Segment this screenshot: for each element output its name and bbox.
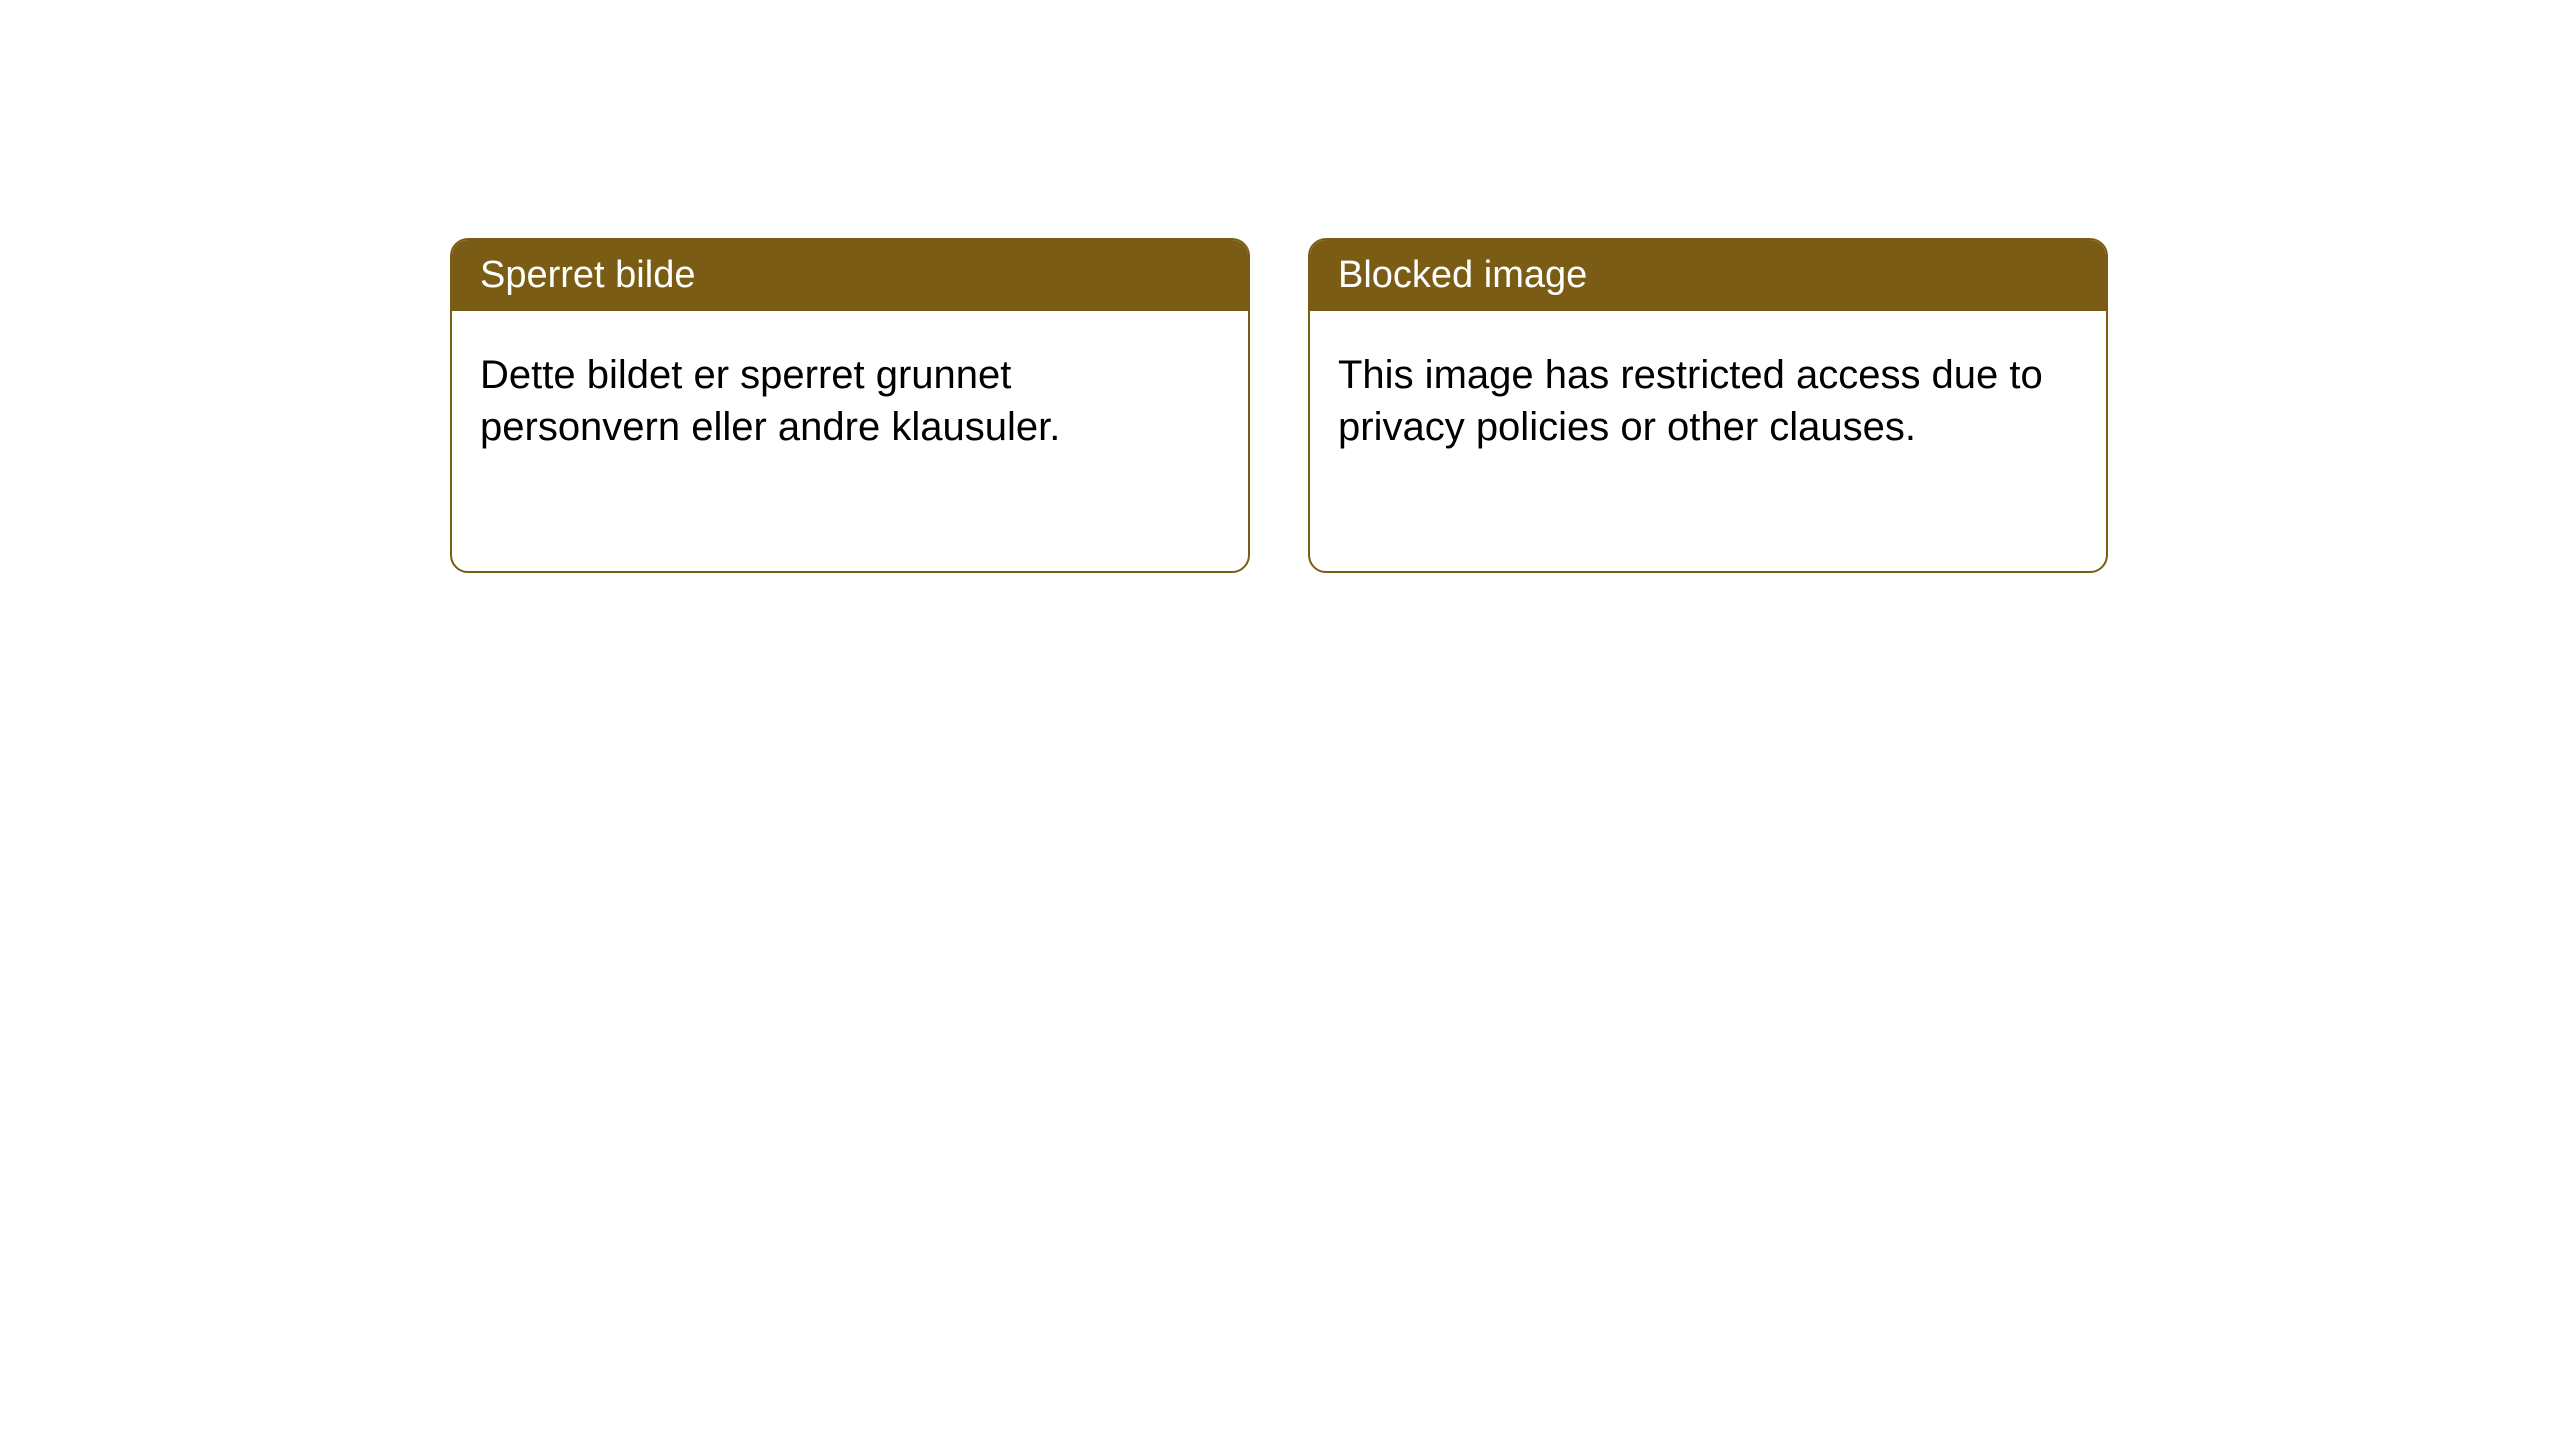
card-body-text-norwegian: Dette bildet er sperret grunnet personve… [480,353,1060,449]
card-header-english: Blocked image [1310,240,2106,311]
card-norwegian: Sperret bilde Dette bildet er sperret gr… [450,238,1250,573]
card-english: Blocked image This image has restricted … [1308,238,2108,573]
card-body-norwegian: Dette bildet er sperret grunnet personve… [452,311,1248,491]
card-body-english: This image has restricted access due to … [1310,311,2106,491]
card-body-text-english: This image has restricted access due to … [1338,353,2043,449]
card-title-norwegian: Sperret bilde [480,254,695,296]
cards-container: Sperret bilde Dette bildet er sperret gr… [450,238,2108,573]
card-header-norwegian: Sperret bilde [452,240,1248,311]
card-title-english: Blocked image [1338,254,1587,296]
